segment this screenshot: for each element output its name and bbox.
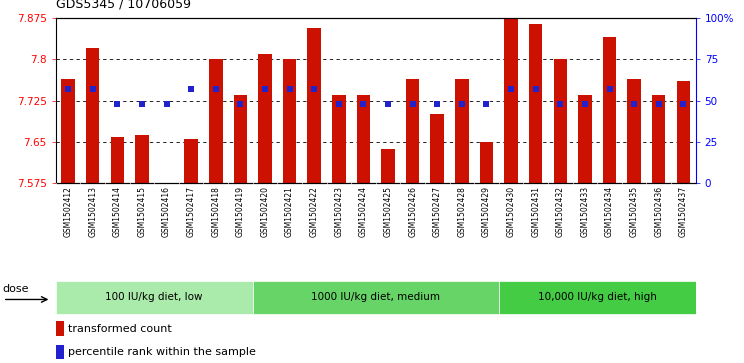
Text: GSM1502427: GSM1502427 bbox=[433, 186, 442, 237]
Bar bbox=[56, 281, 253, 314]
Point bbox=[456, 101, 468, 107]
Point bbox=[554, 101, 566, 107]
Point bbox=[432, 101, 443, 107]
Point bbox=[505, 86, 517, 92]
Text: GSM1502429: GSM1502429 bbox=[482, 186, 491, 237]
Bar bbox=[603, 37, 616, 183]
Text: GSM1502420: GSM1502420 bbox=[260, 186, 269, 237]
Text: GSM1502432: GSM1502432 bbox=[556, 186, 565, 237]
Text: GSM1502430: GSM1502430 bbox=[507, 186, 516, 237]
Point bbox=[407, 101, 419, 107]
Point bbox=[62, 86, 74, 92]
Text: GSM1502417: GSM1502417 bbox=[187, 186, 196, 237]
Point bbox=[382, 101, 394, 107]
Point bbox=[234, 101, 246, 107]
Bar bbox=[578, 95, 591, 183]
Text: 100 IU/kg diet, low: 100 IU/kg diet, low bbox=[106, 292, 203, 302]
Bar bbox=[234, 95, 247, 183]
Text: GSM1502436: GSM1502436 bbox=[654, 186, 663, 237]
Point bbox=[210, 86, 222, 92]
Bar bbox=[504, 16, 518, 183]
Text: GSM1502428: GSM1502428 bbox=[458, 186, 466, 237]
Text: GSM1502426: GSM1502426 bbox=[408, 186, 417, 237]
Bar bbox=[480, 142, 493, 183]
Bar bbox=[185, 139, 198, 183]
Point bbox=[185, 86, 197, 92]
Text: GDS5345 / 10706059: GDS5345 / 10706059 bbox=[56, 0, 190, 11]
Point bbox=[357, 101, 369, 107]
Bar bbox=[554, 60, 567, 183]
Text: dose: dose bbox=[3, 284, 29, 294]
Text: GSM1502431: GSM1502431 bbox=[531, 186, 540, 237]
Bar bbox=[56, 322, 64, 336]
Point bbox=[579, 101, 591, 107]
Text: GSM1502413: GSM1502413 bbox=[89, 186, 97, 237]
Text: GSM1502419: GSM1502419 bbox=[236, 186, 245, 237]
Bar bbox=[258, 54, 272, 183]
Point bbox=[161, 101, 173, 107]
Text: GSM1502421: GSM1502421 bbox=[285, 186, 294, 237]
Bar bbox=[406, 79, 420, 183]
Point bbox=[283, 86, 295, 92]
Text: GSM1502423: GSM1502423 bbox=[334, 186, 343, 237]
Text: 1000 IU/kg diet, medium: 1000 IU/kg diet, medium bbox=[311, 292, 440, 302]
Text: GSM1502416: GSM1502416 bbox=[162, 186, 171, 237]
Point bbox=[603, 86, 615, 92]
Bar bbox=[111, 136, 124, 183]
Bar bbox=[86, 48, 100, 183]
Bar bbox=[332, 95, 345, 183]
Text: GSM1502418: GSM1502418 bbox=[211, 186, 220, 237]
Text: GSM1502422: GSM1502422 bbox=[310, 186, 318, 237]
Text: GSM1502425: GSM1502425 bbox=[383, 186, 393, 237]
Bar bbox=[652, 95, 665, 183]
Text: percentile rank within the sample: percentile rank within the sample bbox=[68, 347, 256, 357]
Bar bbox=[209, 60, 222, 183]
Text: GSM1502434: GSM1502434 bbox=[605, 186, 614, 237]
Text: GSM1502433: GSM1502433 bbox=[580, 186, 589, 237]
Bar bbox=[356, 95, 371, 183]
Bar bbox=[307, 28, 321, 183]
Bar bbox=[56, 345, 64, 359]
Text: GSM1502415: GSM1502415 bbox=[138, 186, 147, 237]
Point bbox=[652, 101, 664, 107]
Bar bbox=[627, 79, 641, 183]
Bar bbox=[253, 281, 498, 314]
Text: GSM1502435: GSM1502435 bbox=[629, 186, 638, 237]
Point bbox=[530, 86, 542, 92]
Bar bbox=[676, 81, 690, 183]
Text: transformed count: transformed count bbox=[68, 323, 171, 334]
Bar bbox=[455, 79, 469, 183]
Point bbox=[481, 101, 493, 107]
Point bbox=[87, 86, 99, 92]
Bar bbox=[283, 60, 296, 183]
Bar bbox=[61, 79, 75, 183]
Point bbox=[112, 101, 124, 107]
Text: GSM1502412: GSM1502412 bbox=[63, 186, 73, 237]
Text: 10,000 IU/kg diet, high: 10,000 IU/kg diet, high bbox=[538, 292, 657, 302]
Point bbox=[259, 86, 271, 92]
Point bbox=[136, 101, 148, 107]
Bar bbox=[498, 281, 696, 314]
Point bbox=[677, 101, 689, 107]
Text: GSM1502414: GSM1502414 bbox=[113, 186, 122, 237]
Point bbox=[628, 101, 640, 107]
Bar bbox=[381, 149, 395, 183]
Bar bbox=[135, 135, 149, 183]
Text: GSM1502437: GSM1502437 bbox=[679, 186, 688, 237]
Text: GSM1502424: GSM1502424 bbox=[359, 186, 368, 237]
Point bbox=[333, 101, 344, 107]
Point bbox=[308, 86, 320, 92]
Bar bbox=[529, 24, 542, 183]
Bar bbox=[431, 114, 444, 183]
